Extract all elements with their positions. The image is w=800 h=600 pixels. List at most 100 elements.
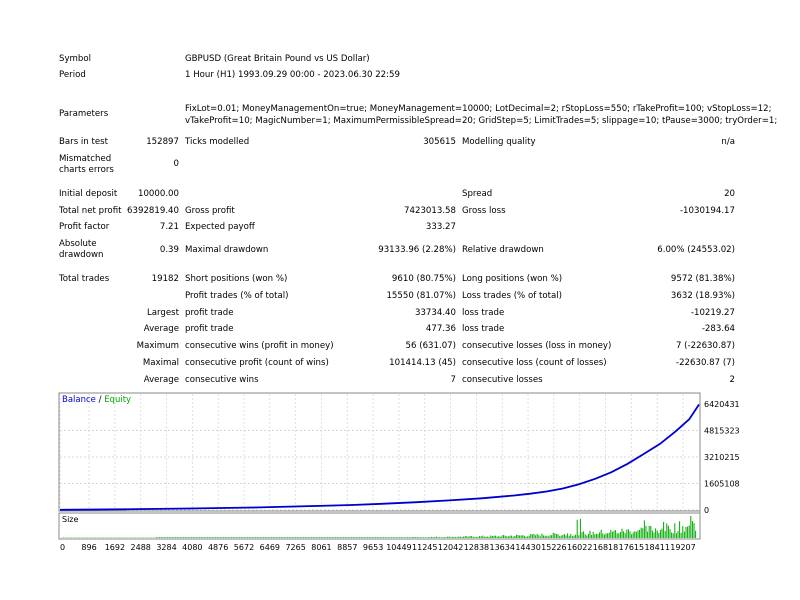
max-cons-losses-label: consecutive losses (loss in money) (462, 341, 612, 351)
max-cons-losses-value: 7 (-22630.87) (675, 341, 735, 351)
x-tick-label: 12838 (464, 543, 489, 552)
net-label: Total net profit (59, 206, 122, 216)
bars-label: Bars in test (59, 137, 108, 147)
x-tick-label: 2488 (131, 543, 151, 552)
series-line-balance (59, 404, 700, 511)
x-tick-label: 0 (60, 543, 65, 552)
volume-label: Size (62, 515, 79, 524)
trades-label: Total trades (59, 274, 110, 284)
largest-loss-label: loss trade (462, 308, 505, 318)
ep-value: 333.27 (425, 222, 456, 232)
gross-profit-label: Gross profit (185, 206, 235, 216)
avg-cons-wins-value: 7 (450, 375, 456, 385)
maximal-cons-profit-value: 101414.13 (45) (389, 358, 456, 368)
x-tick-label: 17615 (619, 543, 644, 552)
average-profit-value: 477.36 (425, 324, 456, 334)
average-label: Average (143, 324, 179, 334)
abs-dd-value: 0.39 (159, 245, 179, 255)
legend: Balance / Equity (62, 395, 131, 405)
largest-profit-value: 33734.40 (414, 308, 456, 318)
short-value: 9610 (80.75%) (391, 274, 456, 284)
ticks-value: 305615 (423, 137, 456, 147)
x-tick-label: 18411 (644, 543, 669, 552)
series-lines (59, 404, 700, 511)
avg-cons-wins-label: consecutive wins (185, 375, 259, 385)
largest-label: Largest (146, 308, 179, 318)
ep-label: Expected payoff (185, 222, 255, 232)
maximal-cons-loss-label: consecutive loss (count of losses) (462, 358, 607, 368)
average-loss-label: loss trade (462, 324, 505, 334)
rel-dd-label: Relative drawdown (462, 245, 544, 255)
x-tick-label: 14430 (515, 543, 540, 552)
gross-loss-label: Gross loss (462, 206, 506, 216)
y-axis: 6420431 4815323 3210215 1605108 0 (704, 400, 740, 515)
average-consecutive-label: Average (143, 375, 179, 385)
short-label: Short positions (won %) (185, 274, 288, 284)
gross-loss-value: -1030194.17 (679, 206, 735, 216)
period-label: Period (59, 70, 86, 80)
avg-cons-losses-label: consecutive losses (462, 375, 543, 385)
volume-frame (58, 512, 701, 540)
x-tick-label: 896 (81, 543, 96, 552)
y-tick-label: 6420431 (704, 400, 740, 409)
ticks-label: Ticks modelled (185, 137, 250, 147)
chart-frame (58, 392, 701, 512)
avg-cons-losses-value: 2 (729, 375, 735, 385)
quality-value: n/a (721, 137, 735, 147)
deposit-value: 10000.00 (137, 189, 179, 199)
x-tick-label: 4080 (182, 543, 202, 552)
x-tick-label: 3284 (156, 543, 176, 552)
y-tick-label: 0 (704, 506, 709, 515)
max-dd-value: 93133.96 (2.28%) (378, 245, 456, 255)
net-value: 6392819.40 (127, 206, 179, 216)
max-cons-wins-value: 56 (631.07) (405, 341, 456, 351)
y-tick-label: 1605108 (704, 480, 740, 489)
period-value: 1 Hour (H1) 1993.09.29 00:00 - 2023.06.3… (185, 70, 400, 80)
maximum-label: Maximum (136, 341, 179, 351)
pf-value: 7.21 (159, 222, 179, 232)
spread-value: 20 (724, 189, 735, 199)
average-loss-value: -283.64 (701, 324, 735, 334)
x-tick-label: 12042 (438, 543, 463, 552)
symbol-value: GBPUSD (Great Britain Pound vs US Dollar… (185, 54, 370, 64)
profit-trades-label: Profit trades (% of total) (185, 291, 289, 301)
deposit-label: Initial deposit (59, 189, 118, 199)
parameters-line-2: vTakeProfit=10; MagicNumber=1; MaximumPe… (185, 116, 778, 126)
y-tick-label: 4815323 (704, 427, 740, 436)
x-tick-label: 10449 (386, 543, 411, 552)
abs-dd-label-1: Absolute (59, 239, 97, 249)
x-tick-label: 16818 (593, 543, 618, 552)
x-axis: 0 896 1692 2488 3284 4080 4876 5672 6469 7265 8061… (60, 543, 696, 552)
x-tick-label: 16022 (567, 543, 592, 552)
quality-label: Modelling quality (462, 137, 536, 147)
loss-trades-label: Loss trades (% of total) (462, 291, 562, 301)
legend-balance: Balance (62, 395, 96, 405)
volume-bars (61, 516, 697, 538)
parameters-line-1: FixLot=0.01; MoneyManagementOn=true; Mon… (185, 104, 772, 114)
x-tick-label: 15226 (541, 543, 566, 552)
x-tick-label: 4876 (208, 543, 228, 552)
x-tick-label: 8857 (337, 543, 357, 552)
legend-equity: Equity (104, 395, 131, 405)
profit-trades-value: 15550 (81.07%) (386, 291, 456, 301)
legend-separator: / (96, 395, 104, 405)
x-tick-label: 11245 (412, 543, 437, 552)
mismatched-label-1: Mismatched (59, 154, 112, 164)
parameters-label: Parameters (59, 109, 109, 119)
gross-profit-value: 7423013.58 (404, 206, 456, 216)
mismatched-value: 0 (173, 159, 179, 169)
x-tick-label: 7265 (285, 543, 305, 552)
average-profit-label: profit trade (185, 324, 234, 334)
maximal-cons-profit-label: consecutive profit (count of wins) (185, 358, 329, 368)
largest-profit-label: profit trade (185, 308, 234, 318)
maximal-label: Maximal (142, 358, 179, 368)
symbol-label: Symbol (59, 54, 92, 64)
abs-dd-label-2: drawdown (59, 250, 104, 260)
largest-loss-value: -10219.27 (690, 308, 735, 318)
max-cons-wins-label: consecutive wins (profit in money) (185, 341, 334, 351)
long-label: Long positions (won %) (462, 274, 563, 284)
long-value: 9572 (81.38%) (670, 274, 735, 284)
x-tick-label: 8061 (311, 543, 331, 552)
x-tick-label: 9653 (363, 543, 383, 552)
loss-trades-value: 3632 (18.93%) (670, 291, 735, 301)
